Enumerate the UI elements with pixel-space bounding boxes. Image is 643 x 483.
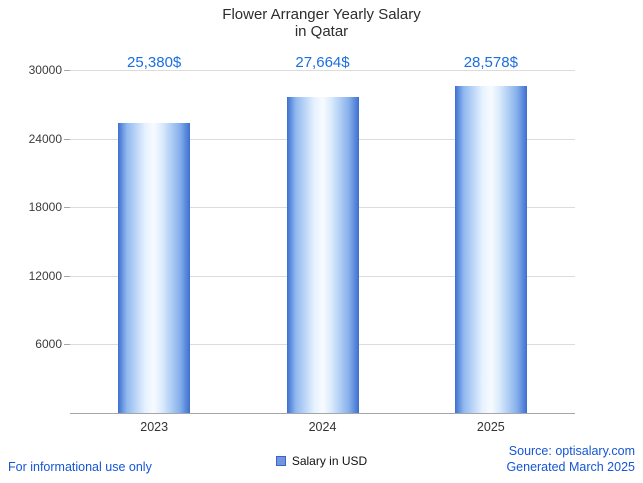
x-axis-tick-label: 2024	[308, 420, 337, 434]
y-axis-tick-mark	[64, 70, 70, 71]
legend-label: Salary in USD	[291, 454, 368, 468]
plot-area	[70, 70, 575, 414]
bar-2023	[118, 122, 191, 413]
y-axis-tick-mark	[64, 275, 70, 277]
source-link[interactable]: Source: optisalary.com	[508, 444, 635, 458]
y-axis-tick-label: 30000	[28, 63, 62, 77]
y-axis-tick-label: 12000	[28, 268, 62, 283]
bar-value-label: 25,380$	[127, 54, 182, 71]
y-axis-tick-mark	[64, 344, 70, 346]
x-axis-tick-label: 2025	[476, 420, 505, 434]
legend-marker-icon	[275, 456, 286, 466]
bar-2024	[286, 96, 359, 413]
chart-title-line1: Flower Arranger Yearly Salary	[222, 6, 421, 23]
gridline	[70, 70, 575, 71]
y-axis-tick-mark	[64, 207, 70, 209]
chart-legend: Salary in USD	[0, 454, 643, 468]
bar-2025	[454, 86, 527, 413]
y-axis-tick-label: 24000	[28, 131, 62, 146]
bar-value-label: 27,664$	[295, 54, 350, 71]
footer-source-block: Source: optisalary.com Generated March 2…	[506, 443, 635, 475]
x-axis-tick-label: 2023	[140, 420, 169, 434]
y-axis-tick-mark	[64, 138, 70, 140]
bar-value-label: 28,578$	[463, 54, 518, 71]
y-axis-tick-label: 6000	[35, 337, 62, 352]
y-axis-tick-label: 18000	[28, 200, 62, 215]
footer-disclaimer: For informational use only	[8, 460, 152, 474]
generated-date: Generated March 2025	[506, 460, 635, 474]
chart-title-line2: in Qatar	[294, 23, 349, 40]
